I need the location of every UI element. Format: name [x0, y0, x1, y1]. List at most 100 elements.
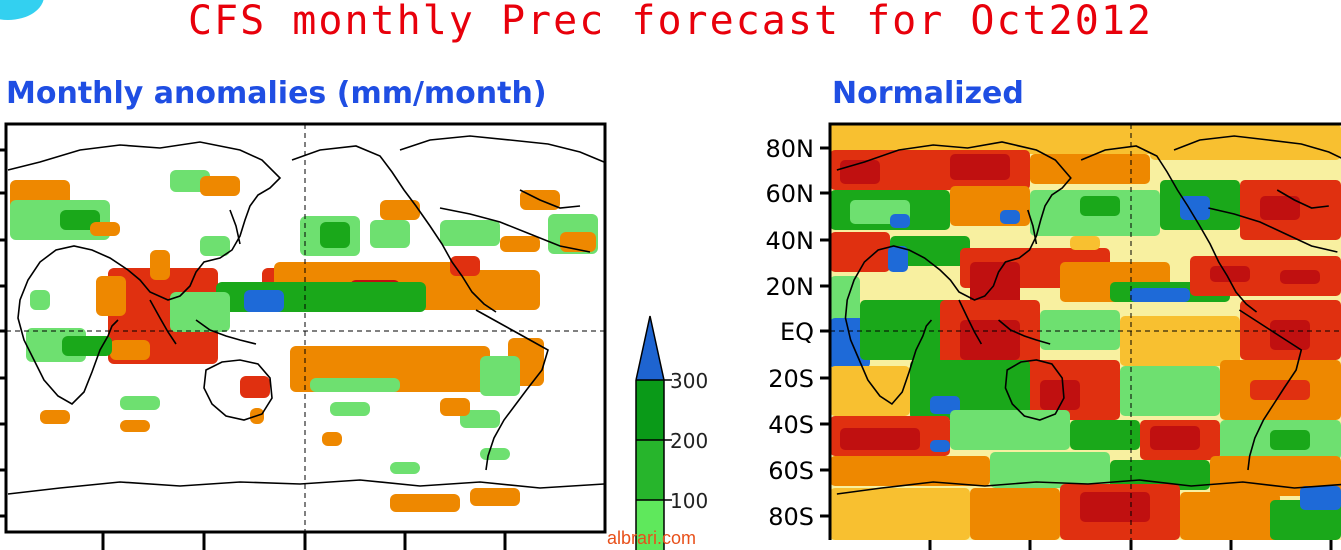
normalized-patch — [1150, 426, 1200, 450]
normalized-patch — [1180, 492, 1280, 540]
normalized-patch — [1210, 266, 1250, 282]
anomaly-patch — [390, 462, 420, 474]
anomaly-patch — [40, 410, 70, 424]
normalized-patch — [1030, 154, 1150, 184]
lat-label: 20S — [768, 365, 814, 393]
anomaly-patch — [320, 222, 350, 248]
coastline — [1028, 210, 1037, 244]
coastline — [837, 142, 1071, 404]
normalized-patch — [1130, 288, 1190, 302]
anomaly-patch — [420, 270, 540, 310]
normalized-map — [830, 124, 1341, 540]
right-panel-title: Normalized — [832, 76, 1024, 111]
normalized-patch — [1280, 270, 1320, 284]
coastline — [1081, 146, 1256, 312]
coastline — [1174, 136, 1341, 162]
normalized-patch — [1110, 460, 1210, 490]
normalized-patch — [888, 246, 908, 272]
left-panel-title: Monthly anomalies (mm/month) — [6, 76, 547, 111]
normalized-patch — [1150, 130, 1341, 160]
anomaly-patch — [240, 376, 270, 398]
coastline — [1208, 208, 1337, 252]
anomaly-map — [6, 124, 605, 532]
normalized-patch — [830, 366, 910, 416]
normalized-patch — [1180, 196, 1210, 220]
anomaly-patch — [150, 250, 170, 280]
anomaly-patch — [480, 356, 520, 396]
normalized-patch — [830, 488, 970, 540]
normalized-patch — [890, 214, 910, 228]
anomaly-patch — [62, 336, 112, 356]
lat-label: 80S — [768, 503, 814, 531]
watermark-text: albrari.com — [607, 528, 697, 548]
coastline — [476, 310, 548, 470]
normalized-map-ticks — [820, 146, 1333, 550]
anomaly-patch — [96, 276, 126, 316]
coastline — [1005, 360, 1063, 420]
coastline — [230, 210, 240, 244]
coastline — [1277, 190, 1329, 208]
colorbar-segment-0-100 — [636, 500, 664, 550]
normalized-patch — [1260, 196, 1300, 220]
normalized-patch — [950, 154, 1010, 180]
normalized-patch — [1080, 196, 1120, 216]
normalized-patch — [1070, 420, 1140, 450]
colorbar-segment-200-300 — [636, 380, 664, 440]
anomaly-patch — [30, 290, 50, 310]
normalized-patch — [1120, 366, 1220, 416]
lat-label: 80N — [766, 135, 815, 163]
anomaly-patch — [380, 200, 420, 220]
colorbar-top-triangle — [636, 316, 664, 380]
anomaly-patch — [370, 220, 410, 248]
anomaly-patch — [440, 220, 500, 246]
normalized-patch — [830, 456, 990, 486]
lat-label: EQ — [780, 318, 814, 346]
normalized-patch — [1040, 380, 1080, 410]
colorbar-segment-100-200 — [636, 440, 664, 500]
normalized-patch — [1270, 320, 1310, 350]
coastline — [400, 136, 604, 162]
lat-label: 60S — [768, 457, 814, 485]
anomaly-patch — [440, 398, 470, 416]
normalized-patch — [1120, 316, 1240, 366]
normalized-patch — [930, 396, 960, 414]
lat-label: 40N — [766, 227, 815, 255]
coastline — [196, 320, 256, 344]
colorbar: 300 200 100 — [635, 315, 708, 550]
coastline — [440, 208, 590, 252]
coastline — [1239, 310, 1301, 470]
normalized-patch — [960, 320, 1020, 360]
anomaly-patch — [470, 488, 520, 506]
normalized-patch — [930, 440, 950, 452]
anomaly-patch — [310, 378, 400, 392]
coastline — [999, 320, 1051, 344]
anomaly-map-ticks — [0, 148, 507, 550]
page-title: CFS monthly Prec forecast for Oct2012 — [187, 0, 1154, 44]
anomaly-patch — [500, 236, 540, 252]
anomaly-patch — [480, 448, 510, 460]
colorbar-label-100: 100 — [670, 489, 708, 513]
normalized-patch — [1080, 492, 1150, 522]
anomaly-patch — [460, 410, 500, 428]
coastline — [150, 300, 176, 344]
normalized-patch — [970, 262, 1020, 312]
anomaly-patch — [120, 396, 160, 410]
normalized-patch — [1000, 210, 1020, 224]
normalized-patch — [1270, 430, 1310, 450]
anomaly-patch — [244, 290, 284, 312]
normalized-map-frame — [828, 122, 1341, 540]
coastline — [8, 480, 604, 494]
normalized-patch — [1300, 486, 1341, 510]
anomaly-patch — [200, 236, 230, 256]
lat-label: 20N — [766, 273, 815, 301]
anomaly-patch — [120, 420, 150, 432]
normalized-patch — [1070, 236, 1100, 250]
anomaly-patch — [322, 432, 342, 446]
coastline — [204, 360, 272, 420]
anomaly-patch — [170, 292, 230, 332]
anomaly-patch — [330, 402, 370, 416]
normalized-patch — [840, 428, 920, 450]
anomaly-patch — [90, 222, 120, 236]
normalized-patch — [860, 300, 950, 360]
